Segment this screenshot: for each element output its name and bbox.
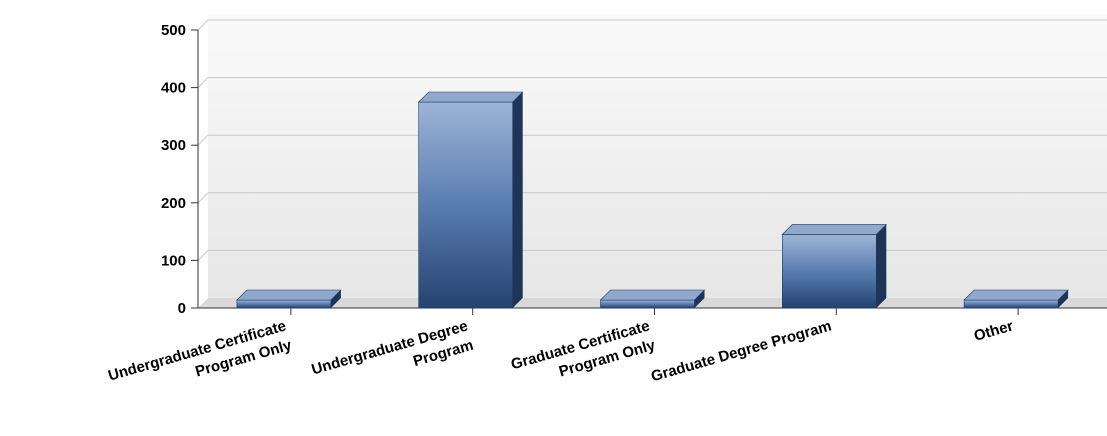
bar-top	[236, 289, 342, 301]
x-axis-labels: Undergraduate CertificateProgram Only Und…	[106, 308, 1019, 404]
y-tick-label: 400	[161, 80, 186, 97]
gridline-depth	[197, 19, 209, 31]
bar	[417, 91, 524, 309]
gridline-depth	[197, 77, 209, 88]
gridline-depth	[197, 250, 209, 261]
y-tick-label: 500	[161, 22, 186, 39]
y-tick-label: 300	[161, 137, 186, 154]
x-tick-label: Graduate CertificateProgram Only	[509, 317, 658, 392]
gridline-depth	[197, 134, 209, 146]
bar-front	[236, 299, 332, 309]
gridline-depth	[197, 192, 209, 204]
x-tick-label: Other	[972, 317, 1015, 344]
bar	[236, 289, 342, 309]
x-tick-label: Undergraduate CertificateProgram Only	[106, 317, 294, 404]
y-tick-label: 100	[161, 252, 186, 269]
bar-front	[963, 299, 1059, 309]
bar-top	[963, 289, 1069, 301]
bar-top	[781, 224, 888, 235]
bar-front	[781, 234, 877, 309]
bar-side	[876, 224, 887, 308]
bar	[599, 289, 706, 309]
x-tick-label: Undergraduate DegreeProgram	[310, 318, 476, 398]
bars	[236, 91, 1069, 309]
bar-front	[600, 299, 695, 309]
bar-top	[599, 289, 706, 301]
x-tick-label: Graduate Degree Program	[649, 318, 833, 386]
plot-background	[208, 14, 1107, 302]
bar	[963, 289, 1069, 309]
y-axis-ticks: 0 100 200 300 400 500	[161, 22, 198, 317]
bar-side	[1058, 290, 1069, 308]
plot-area	[198, 14, 1107, 308]
bar	[781, 224, 888, 309]
bar-side	[694, 290, 705, 308]
bar-side	[330, 290, 341, 308]
gridlines	[197, 19, 1107, 261]
y-tick-label: 0	[178, 300, 186, 317]
bar-front	[418, 101, 514, 309]
bar-side	[512, 92, 523, 308]
y-tick-label: 200	[161, 195, 186, 212]
bar-top	[417, 91, 524, 103]
